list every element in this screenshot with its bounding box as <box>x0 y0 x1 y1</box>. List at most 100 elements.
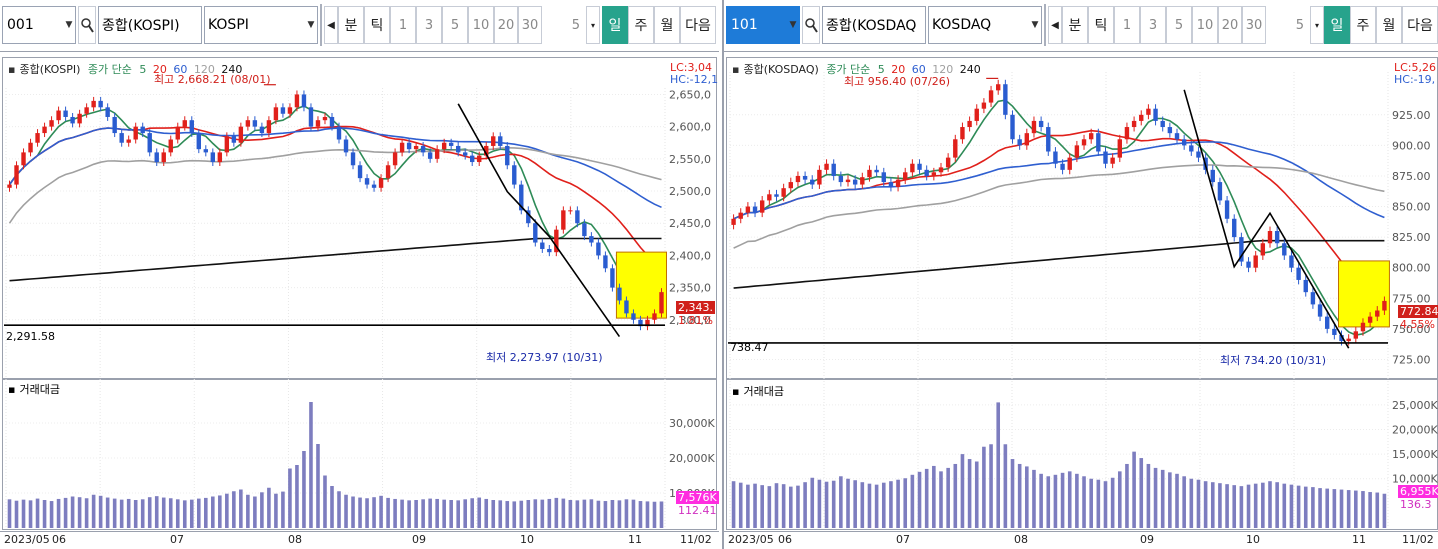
btn-label: 5 <box>450 17 460 33</box>
kospi-label-value: KOSPI <box>208 17 249 33</box>
kosdaq-3-button[interactable]: 3 <box>1140 6 1166 44</box>
kosdaq-20-button[interactable]: 20 <box>1218 6 1242 44</box>
kospi-label-select[interactable]: KOSPI <box>204 6 318 44</box>
kospi-5-button[interactable]: 5 <box>442 6 468 44</box>
kosdaq-high-label: 최고 956.40 (07/26) <box>844 75 951 88</box>
date-corner: 11/02 <box>680 533 712 546</box>
kosdaq-last-price: 772.84 <box>1398 305 1438 318</box>
kospi-period-input[interactable]: 5 <box>544 6 586 44</box>
x-label: 07 <box>170 533 184 546</box>
kospi-3-button[interactable]: 3 <box>416 6 442 44</box>
kospi-tab-day[interactable]: 일 <box>602 6 628 44</box>
period-value: 5 <box>1295 17 1304 33</box>
x-label: 2023/05 <box>4 533 50 546</box>
kosdaq-volume-frame <box>726 379 1438 530</box>
kospi-price-frame <box>2 57 717 379</box>
scroll-left-button[interactable]: ◀ <box>1048 6 1062 44</box>
tab-label: 일 <box>1330 18 1344 34</box>
kosdaq-panel: 101 ▼ 종합(KOSDAQ KOSDAQ ▼ ◀ 분 틱 1 3 5 10 … <box>722 0 1438 549</box>
kosdaq-tab-week[interactable]: 주 <box>1350 6 1376 44</box>
period-value: 5 <box>571 17 580 33</box>
legend-ma120: 120 <box>193 63 215 76</box>
tab-label: 주 <box>634 18 648 34</box>
kospi-30-button[interactable]: 30 <box>518 6 542 44</box>
kosdaq-name-field: 종합(KOSDAQ <box>822 6 926 44</box>
kosdaq-5-button[interactable]: 5 <box>1166 6 1192 44</box>
kosdaq-last-change: 4.55% <box>1400 318 1435 331</box>
kosdaq-vol-title: ▪ 거래대금 <box>732 383 788 399</box>
kospi-toolbar: 001 ▼ 종합(KOSPI) KOSPI ▼ ◀ 분 틱 1 3 5 10 2… <box>0 0 719 52</box>
kosdaq-vol-last: 6,955K <box>1398 485 1438 498</box>
legend-ma5: 5 <box>877 63 885 76</box>
kosdaq-name-value: 종합(KOSDAQ <box>826 18 917 34</box>
kospi-vol-sub: 112.41 <box>678 504 717 517</box>
kospi-low-label: 최저 2,273.97 (10/31) <box>486 351 603 364</box>
kospi-label-dropdown-icon[interactable]: ▼ <box>307 20 315 30</box>
kosdaq-low-label: 최저 734.20 (10/31) <box>1220 354 1327 367</box>
legend-ma60: 60 <box>911 63 926 76</box>
kosdaq-toolbar: 101 ▼ 종합(KOSDAQ KOSDAQ ▼ ◀ 분 틱 1 3 5 10 … <box>724 0 1438 52</box>
legend-ma20: 20 <box>891 63 906 76</box>
kosdaq-tab-month[interactable]: 월 <box>1376 6 1402 44</box>
kospi-next-button[interactable]: 다음 <box>680 6 716 44</box>
kosdaq-next-button[interactable]: 다음 <box>1402 6 1438 44</box>
legend-square-icon: ▪ <box>732 63 740 76</box>
kospi-10-button[interactable]: 10 <box>468 6 494 44</box>
kospi-search-button[interactable] <box>78 6 96 44</box>
kosdaq-10-button[interactable]: 10 <box>1192 6 1218 44</box>
kosdaq-label-dropdown-icon[interactable]: ▼ <box>1031 20 1039 30</box>
kosdaq-hline-label: 738.47 <box>730 341 769 354</box>
kosdaq-hc: HC:-19, <box>1394 73 1436 86</box>
scroll-left-button[interactable]: ◀ <box>324 6 338 44</box>
kosdaq-label-value: KOSDAQ <box>932 17 992 33</box>
period-spinner-icon[interactable]: ▾ <box>1310 6 1324 44</box>
kosdaq-min-button[interactable]: 분 <box>1062 6 1088 44</box>
date-corner: 11/02 <box>1402 533 1434 546</box>
kospi-20-button[interactable]: 20 <box>494 6 518 44</box>
kosdaq-code-dropdown-icon[interactable]: ▼ <box>789 20 797 30</box>
kospi-min-button[interactable]: 분 <box>338 6 364 44</box>
legend-ma240: 240 <box>959 63 981 76</box>
kosdaq-1-button[interactable]: 1 <box>1114 6 1140 44</box>
tab-label: 다음 <box>1407 18 1433 34</box>
kospi-tab-week[interactable]: 주 <box>628 6 654 44</box>
kospi-1-button[interactable]: 1 <box>390 6 416 44</box>
btn-label: 20 <box>497 17 515 33</box>
kospi-code-dropdown-icon[interactable]: ▼ <box>65 20 73 30</box>
btn-label: 3 <box>424 17 434 33</box>
kospi-code-input[interactable]: 001 <box>2 6 76 44</box>
x-label: 11 <box>628 533 642 546</box>
x-label: 07 <box>896 533 910 546</box>
kospi-name-field: 종합(KOSPI) <box>98 6 202 44</box>
btn-label: 1 <box>398 17 408 33</box>
btn-label: 10 <box>472 17 490 33</box>
x-label: 06 <box>778 533 792 546</box>
kospi-tick-button[interactable]: 틱 <box>364 6 390 44</box>
kosdaq-30-button[interactable]: 30 <box>1242 6 1266 44</box>
kospi-legend: ▪ 종합(KOSPI) 종가 단순 5 20 60 120 240 <box>8 61 246 77</box>
btn-label: 20 <box>1221 17 1239 33</box>
legend-ma5: 5 <box>139 63 147 76</box>
legend-ma120: 120 <box>932 63 954 76</box>
kospi-code-value: 001 <box>7 17 34 33</box>
kosdaq-tick-button[interactable]: 틱 <box>1088 6 1114 44</box>
tab-label: 주 <box>1356 18 1370 34</box>
x-label: 10 <box>1246 533 1260 546</box>
kosdaq-price-frame <box>726 57 1438 379</box>
kosdaq-search-button[interactable] <box>802 6 820 44</box>
kosdaq-code-input[interactable]: 101 <box>726 6 800 44</box>
period-spinner-icon[interactable]: ▾ <box>586 6 600 44</box>
btn-label: 30 <box>521 17 539 33</box>
kospi-lc: LC:3,04 <box>670 61 713 74</box>
kospi-vol-last: 7,576K <box>676 491 719 504</box>
vol-square-icon: ▪ <box>8 383 16 396</box>
legend-series-name: 종합(KOSPI) <box>19 63 81 76</box>
kosdaq-period-input[interactable]: 5 <box>1268 6 1310 44</box>
btn-label: 30 <box>1245 17 1263 33</box>
x-label: 08 <box>1014 533 1028 546</box>
kosdaq-tab-day[interactable]: 일 <box>1324 6 1350 44</box>
kosdaq-label-select[interactable]: KOSDAQ <box>928 6 1042 44</box>
divider <box>1044 4 1046 46</box>
kospi-tab-month[interactable]: 월 <box>654 6 680 44</box>
vol-square-icon: ▪ <box>732 385 740 398</box>
